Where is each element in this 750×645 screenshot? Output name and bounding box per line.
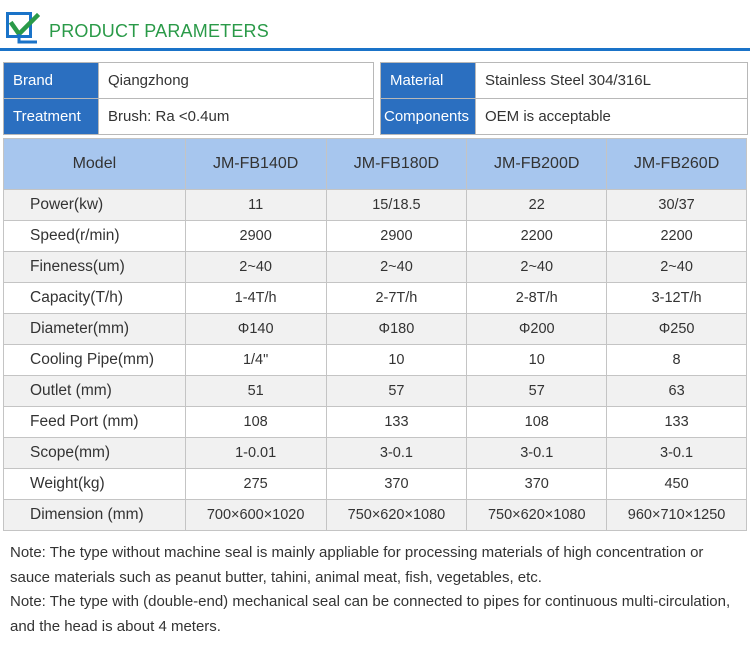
- info-row: Components OEM is acceptable: [380, 98, 748, 135]
- column-header: JM-FB200D: [466, 138, 608, 190]
- table-row: Diameter(mm) Φ140 Φ180 Φ200 Φ250: [3, 313, 747, 345]
- table-cell: 8: [606, 344, 747, 376]
- table-cell: 11: [184, 189, 327, 221]
- row-label: Diameter(mm): [3, 313, 186, 345]
- row-label: Dimension (mm): [3, 499, 186, 531]
- table-cell: Φ200: [466, 313, 608, 345]
- table-cell: 30/37: [606, 189, 747, 221]
- header-divider: [0, 48, 750, 51]
- column-header: JM-FB140D: [184, 138, 327, 190]
- table-cell: 2200: [466, 220, 608, 252]
- table-cell: 2-8T/h: [466, 282, 608, 314]
- info-row: Material Stainless Steel 304/316L: [380, 62, 748, 99]
- table-cell: 2200: [606, 220, 747, 252]
- table-cell: 133: [325, 406, 468, 438]
- table-cell: 2~40: [466, 251, 608, 283]
- table-row: Outlet (mm) 51 57 57 63: [3, 375, 747, 407]
- row-label: Fineness(um): [3, 251, 186, 283]
- table-cell: 51: [184, 375, 327, 407]
- note-text: Note: The type with (double-end) mechani…: [10, 593, 731, 635]
- table-cell: Φ180: [325, 313, 468, 345]
- table-cell: 15/18.5: [325, 189, 468, 221]
- table-row: Cooling Pipe(mm) 1/4" 10 10 8: [3, 344, 747, 376]
- table-cell: 2900: [184, 220, 327, 252]
- table-row: Power(kw) 11 15/18.5 22 30/37: [3, 189, 747, 221]
- info-value-components: OEM is acceptable: [475, 98, 748, 135]
- row-label: Power(kw): [3, 189, 186, 221]
- table-cell: 960×710×1250: [606, 499, 747, 531]
- table-row: Speed(r/min) 2900 2900 2200 2200: [3, 220, 747, 252]
- table-cell: 108: [466, 406, 608, 438]
- table-cell: 133: [606, 406, 747, 438]
- table-cell: 1-0.01: [184, 437, 327, 469]
- table-cell: Φ250: [606, 313, 747, 345]
- row-label: Capacity(T/h): [3, 282, 186, 314]
- table-cell: 2-7T/h: [325, 282, 468, 314]
- table-header-row: Model JM-FB140D JM-FB180D JM-FB200D JM-F…: [3, 138, 747, 190]
- row-label: Speed(r/min): [3, 220, 186, 252]
- page-header: PRODUCT PARAMETERS: [0, 0, 750, 56]
- info-value-material: Stainless Steel 304/316L: [475, 62, 748, 99]
- table-cell: 63: [606, 375, 747, 407]
- table-row: Scope(mm) 1-0.01 3-0.1 3-0.1 3-0.1: [3, 437, 747, 469]
- table-cell: 370: [325, 468, 468, 500]
- table-cell: 2~40: [325, 251, 468, 283]
- note-text: Note: The type without machine seal is m…: [10, 544, 704, 586]
- table-cell: 108: [184, 406, 327, 438]
- table-cell: 3-0.1: [466, 437, 608, 469]
- table-cell: 370: [466, 468, 608, 500]
- table-cell: 2~40: [184, 251, 327, 283]
- table-cell: 2900: [325, 220, 468, 252]
- table-cell: 57: [466, 375, 608, 407]
- table-cell: 2~40: [606, 251, 747, 283]
- table-cell: 3-0.1: [606, 437, 747, 469]
- row-label: Outlet (mm): [3, 375, 186, 407]
- table-cell: 3-0.1: [325, 437, 468, 469]
- info-row: Brand Qiangzhong: [3, 62, 374, 99]
- row-label: Weight(kg): [3, 468, 186, 500]
- table-cell: 1-4T/h: [184, 282, 327, 314]
- row-label: Cooling Pipe(mm): [3, 344, 186, 376]
- column-header: JM-FB260D: [606, 138, 747, 190]
- info-label-material: Material: [380, 62, 476, 99]
- brand-logo-icon: [6, 12, 40, 44]
- table-row: Dimension (mm) 700×600×1020 750×620×1080 75…: [3, 499, 747, 531]
- table-row: Feed Port (mm) 108 133 108 133: [3, 406, 747, 438]
- table-cell: 1/4": [184, 344, 327, 376]
- info-label-treatment: Treatment: [3, 98, 99, 135]
- table-cell: 3-12T/h: [606, 282, 747, 314]
- info-value-brand: Qiangzhong: [98, 62, 374, 99]
- table-cell: 700×600×1020: [184, 499, 327, 531]
- info-table-right: Material Stainless Steel 304/316L Compon…: [380, 62, 748, 135]
- info-table-left: Brand Qiangzhong Treatment Brush: Ra <0.…: [3, 62, 374, 135]
- table-cell: 750×620×1080: [325, 499, 468, 531]
- table-body: Power(kw) 11 15/18.5 22 30/37 Speed(r/min) 290…: [3, 189, 747, 531]
- page-title: PRODUCT PARAMETERS: [49, 21, 269, 41]
- info-label-components: Components: [380, 98, 476, 135]
- row-label: Scope(mm): [3, 437, 186, 469]
- table-row: Weight(kg) 275 370 370 450: [3, 468, 747, 500]
- table-cell: 450: [606, 468, 747, 500]
- column-header: JM-FB180D: [325, 138, 468, 190]
- table-cell: 57: [325, 375, 468, 407]
- info-value-treatment: Brush: Ra <0.4um: [98, 98, 374, 135]
- column-header: Model: [3, 138, 186, 190]
- parameters-table: Model JM-FB140D JM-FB180D JM-FB200D JM-F…: [3, 138, 747, 531]
- table-row: Fineness(um) 2~40 2~40 2~40 2~40: [3, 251, 747, 283]
- table-cell: 750×620×1080: [466, 499, 608, 531]
- info-row: Treatment Brush: Ra <0.4um: [3, 98, 374, 135]
- notes-section: Note: The type without machine seal is m…: [10, 541, 745, 639]
- table-cell: 22: [466, 189, 608, 221]
- row-label: Feed Port (mm): [3, 406, 186, 438]
- table-row: Capacity(T/h) 1-4T/h 2-7T/h 2-8T/h 3-12T/h: [3, 282, 747, 314]
- table-cell: 10: [325, 344, 468, 376]
- table-cell: Φ140: [184, 313, 327, 345]
- info-label-brand: Brand: [3, 62, 99, 99]
- table-cell: 275: [184, 468, 327, 500]
- table-cell: 10: [466, 344, 608, 376]
